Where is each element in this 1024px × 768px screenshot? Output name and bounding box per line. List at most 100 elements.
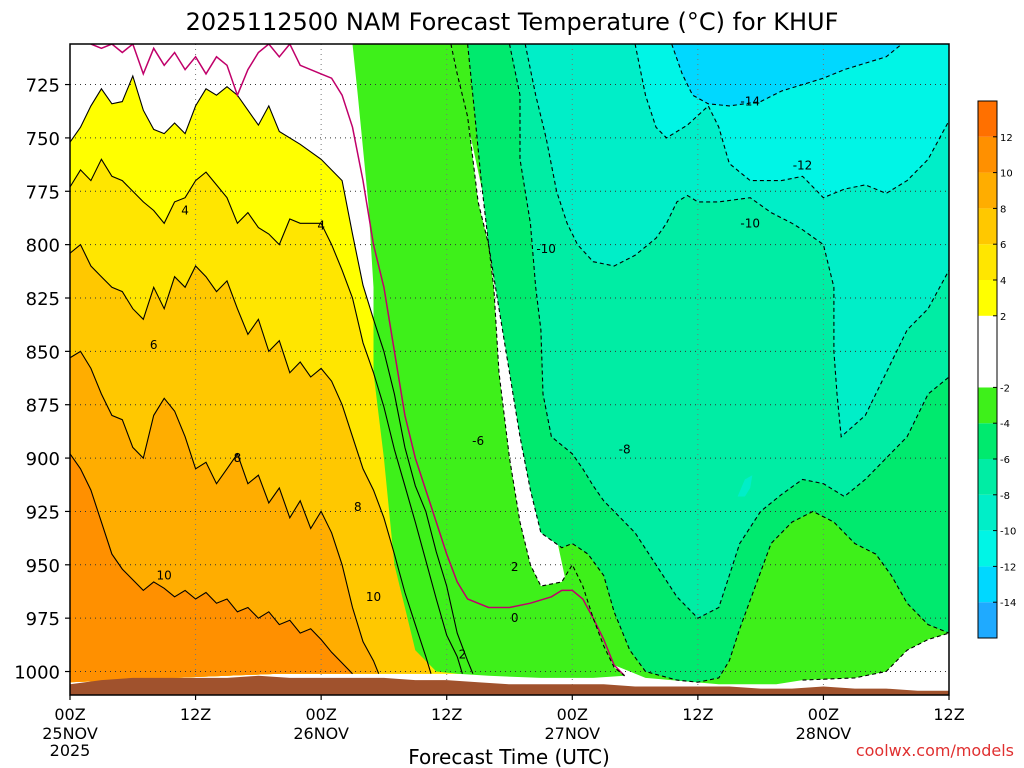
colorbar-swatch-1: [978, 566, 997, 603]
x-date-label-48: 27NOV: [544, 724, 600, 743]
colorbar-label--14: -14: [1000, 598, 1016, 609]
colorbar-label--10: -10: [1000, 527, 1016, 538]
y-tick-label-725: 725: [26, 76, 60, 97]
isotherm-line-5: [90, 44, 626, 677]
isotherm-lines: [70, 44, 949, 683]
contour-label-15: -14: [740, 95, 760, 109]
isotherm-line-0: [70, 158, 463, 674]
contour-label-1: 4: [317, 218, 325, 232]
colorbar-swatch-8: [978, 280, 997, 316]
colorbar-label-4: 4: [1000, 276, 1006, 287]
y-tick-label-950: 950: [26, 556, 60, 577]
temperature-band-4: [70, 453, 353, 683]
colorbar-frame: [977, 100, 998, 639]
y-tick-label-975: 975: [26, 609, 60, 630]
temperature-band-5: [352, 44, 625, 678]
contour-label-13: -10: [740, 216, 760, 230]
colorbar-swatch-9: [978, 244, 997, 280]
x-tick-label-36: 12Z: [431, 705, 462, 724]
x-axis-label: Forecast Time (UTC): [408, 745, 610, 768]
contour-label-7: 2: [459, 647, 467, 661]
contour-label-14: -12: [793, 159, 813, 173]
colorbar-label--2: -2: [1000, 383, 1010, 394]
contour-label-2: 6: [150, 338, 158, 352]
isotherm-line-6: [450, 44, 625, 677]
colorbar-swatch-2: [978, 530, 997, 567]
isotherm-line-4: [70, 74, 474, 674]
contour-label-4: 8: [354, 500, 362, 514]
temperature-bands: [70, 44, 949, 685]
isotherm-line-2: [70, 350, 380, 674]
y-tick-label-875: 875: [26, 396, 60, 417]
isotherm-line-9: [508, 44, 949, 619]
colorbar-label-8: 8: [1000, 204, 1006, 215]
colorbar-label--12: -12: [1000, 562, 1016, 573]
x-tick-label-48: 00Z: [557, 705, 588, 724]
y-tick-label-800: 800: [26, 236, 60, 257]
contour-label-9: 2: [511, 560, 519, 574]
contour-label-11: -8: [619, 443, 631, 457]
colorbar-swatch-7: [978, 315, 997, 388]
colorbar-swatch-13: [978, 101, 997, 137]
temperature-band-13: [396, 176, 402, 224]
x-year-label: 2025: [50, 741, 91, 760]
x-tick-label-60: 12Z: [682, 705, 713, 724]
isotherm-line-12: [671, 44, 903, 107]
grid-lines: [70, 44, 949, 695]
colorbar-swatch-0: [978, 602, 997, 638]
contour-labels: 4 4 6 8 8 10 10 2 0 2 -6 -8 -10 -10 -12 -14: [150, 95, 812, 662]
colorbar-label--6: -6: [1000, 455, 1010, 466]
colorbar-swatch-12: [978, 136, 997, 173]
x-tick-label-0: 00Z: [54, 705, 85, 724]
colorbar-label-12: 12: [1000, 133, 1013, 144]
y-tick-label-925: 925: [26, 502, 60, 523]
isotherm-line-11: [634, 44, 949, 199]
colorbar-swatch-3: [978, 494, 997, 531]
y-tick-label-775: 775: [26, 182, 60, 203]
x-date-label-0: 25NOV: [42, 724, 98, 743]
x-tick-label-24: 00Z: [305, 705, 336, 724]
contour-label-3: 8: [234, 451, 242, 465]
x-date-label-72: 28NOV: [796, 724, 852, 743]
isotherm-line-7: [802, 632, 949, 681]
contour-label-10: -6: [472, 434, 484, 448]
x-tick-label-72: 00Z: [808, 705, 839, 724]
x-tick-label-84: 12Z: [933, 705, 964, 724]
contour-label-8: 0: [511, 611, 519, 625]
colorbar-label-2: 2: [1000, 312, 1006, 323]
isotherm-line-1: [70, 243, 432, 674]
colorbar-label--8: -8: [1000, 491, 1010, 502]
contour-label-0: 4: [181, 203, 189, 217]
terrain-fill: [70, 675, 949, 695]
chart-title: 2025112500 NAM Forecast Temperature (°C)…: [186, 8, 839, 36]
colorbar-swatch-5: [978, 423, 997, 459]
isotherm-line-3: [70, 453, 353, 675]
y-tick-label-1000: 1000: [14, 663, 60, 684]
y-tick-label-750: 750: [26, 129, 60, 150]
y-tick-label-900: 900: [26, 449, 60, 470]
temperature-band-12: [619, 372, 688, 452]
colorbar-swatch-6: [978, 387, 997, 424]
temperature-band-14: [737, 475, 753, 497]
colorbar-swatch-11: [978, 172, 997, 209]
colorbar-label--4: -4: [1000, 419, 1010, 430]
colorbar-swatch-10: [978, 208, 997, 245]
colorbar-legend: -14 -12 -10 -8 -6 -4 -2 2 4 6 8 10 12: [977, 100, 1016, 639]
plot-frame: [69, 43, 950, 696]
y-tick-label-850: 850: [26, 342, 60, 363]
contour-label-6: 10: [366, 590, 381, 604]
x-tick-label-12: 12Z: [180, 705, 211, 724]
isotherm-line-8: [467, 44, 949, 683]
colorbar-label-6: 6: [1000, 240, 1006, 251]
contour-label-5: 10: [157, 568, 172, 582]
y-axis: 725 750 775 800 825 850 875 900 925 950 975 1000: [14, 76, 70, 684]
temperature-band-11: [671, 44, 902, 106]
colorbar-swatch-4: [978, 459, 997, 495]
x-date-label-24: 26NOV: [293, 724, 349, 743]
contour-label-12: -10: [536, 242, 556, 256]
colorbar-label-10: 10: [1000, 169, 1013, 180]
credit-text: coolwx.com/models: [855, 741, 1014, 760]
y-tick-label-825: 825: [26, 289, 60, 310]
